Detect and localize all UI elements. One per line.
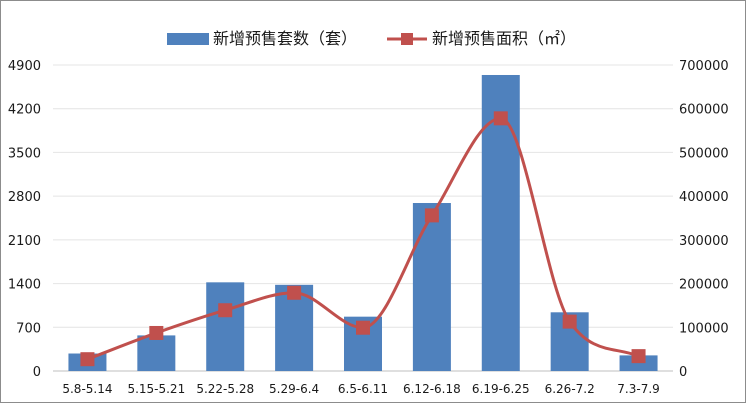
legend-line-marker — [401, 33, 413, 45]
right-tick-label: 0 — [679, 365, 687, 380]
bar — [619, 355, 658, 371]
line-series — [80, 111, 646, 367]
x-tick-label: 6.26-7.2 — [545, 382, 595, 396]
line-marker — [218, 303, 233, 318]
legend-line-label: 新增预售面积（㎡） — [432, 29, 576, 48]
bar — [206, 282, 245, 371]
x-tick-label: 5.8-5.14 — [62, 382, 112, 396]
left-tick-label: 1400 — [8, 278, 41, 293]
bar — [412, 203, 451, 371]
bar-series — [68, 74, 658, 372]
line-marker — [287, 285, 302, 300]
line-path — [86, 116, 640, 361]
legend-bar-label: 新增预售套数（套） — [213, 29, 357, 48]
x-tick-label: 7.3-7.9 — [617, 382, 660, 396]
line-marker — [356, 320, 370, 335]
left-tick-label: 3500 — [8, 146, 41, 161]
right-tick-label: 200000 — [679, 278, 729, 293]
x-tick-label: 5.15-5.21 — [127, 382, 185, 396]
line-marker — [149, 325, 164, 340]
x-axis-ticks: 5.8-5.14 5.15-5.21 5.22-5.28 5.29-6.4 6.5-6.… — [62, 382, 659, 396]
x-tick-label: 5.29-6.4 — [269, 382, 319, 396]
line-marker — [562, 314, 577, 329]
left-tick-label: 4200 — [8, 103, 41, 118]
right-tick-label: 400000 — [679, 190, 729, 205]
x-tick-label: 6.19-6.25 — [472, 382, 530, 396]
line-marker — [80, 352, 95, 367]
right-tick-label: 300000 — [679, 234, 729, 249]
x-tick-label: 5.22-5.28 — [196, 382, 254, 396]
left-tick-label: 2800 — [8, 190, 41, 205]
right-tick-label: 500000 — [679, 146, 729, 161]
right-tick-label: 600000 — [679, 103, 729, 118]
left-tick-label: 2100 — [8, 234, 41, 249]
right-axis-ticks: 0 100000 200000 300000 400000 500000 600000 700… — [679, 59, 729, 380]
right-tick-label: 100000 — [679, 321, 729, 336]
left-axis-ticks: 0 700 1400 2100 2800 3500 4200 4900 — [8, 59, 41, 380]
legend-bar-swatch — [167, 33, 209, 45]
left-tick-label: 0 — [33, 365, 41, 380]
line-marker — [424, 208, 439, 223]
bar — [137, 335, 176, 371]
left-tick-label: 4900 — [8, 59, 41, 74]
line-marker — [493, 111, 508, 126]
x-tick-label: 6.5-6.11 — [338, 382, 388, 396]
left-tick-label: 700 — [16, 321, 41, 336]
legend: 新增预售套数（套） 新增预售面积（㎡） — [167, 29, 576, 48]
x-tick-label: 6.12-6.18 — [403, 382, 461, 396]
right-tick-label: 700000 — [679, 59, 729, 74]
line-marker — [631, 349, 646, 364]
